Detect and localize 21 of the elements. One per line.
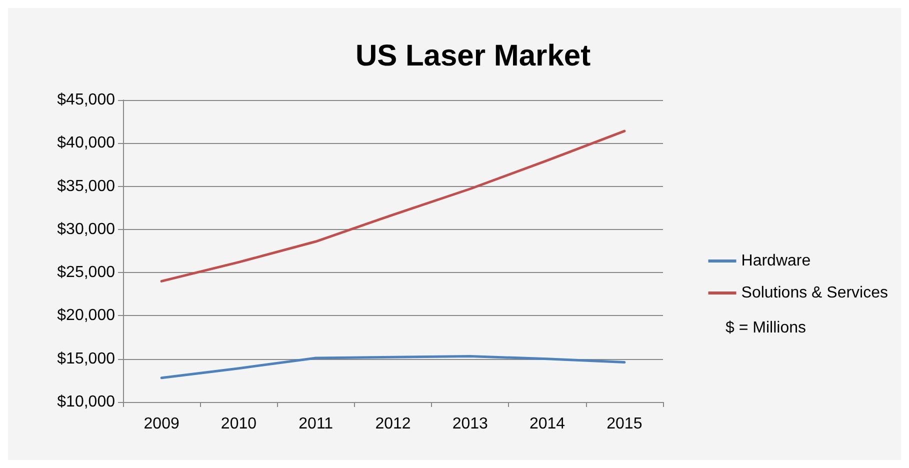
y-tick-label: $40,000 bbox=[57, 134, 116, 152]
x-tick-label: 2010 bbox=[220, 416, 257, 432]
x-tick-label: 2013 bbox=[452, 416, 488, 432]
y-tick-label: $15,000 bbox=[57, 350, 116, 368]
x-tick-label: 2009 bbox=[144, 416, 180, 432]
x-tick-label: 2012 bbox=[375, 416, 411, 432]
y-tick-label: $25,000 bbox=[57, 264, 116, 282]
x-tick-label: 2015 bbox=[606, 416, 642, 432]
legend-label: Solutions & Services bbox=[741, 284, 888, 302]
x-tick-label: 2014 bbox=[529, 416, 566, 432]
text: $ = Millions bbox=[726, 320, 806, 336]
line-series bbox=[160, 355, 626, 380]
y-tick-label: $35,000 bbox=[57, 178, 116, 195]
line-series bbox=[160, 130, 626, 282]
y-tick-label: $30,000 bbox=[57, 220, 116, 238]
x-tick-label: 2011 bbox=[298, 416, 334, 432]
y-tick-label: $20,000 bbox=[57, 307, 116, 324]
y-tick-label: $10,000 bbox=[57, 394, 116, 410]
chart-title: US Laser Market bbox=[355, 40, 591, 72]
legend-label: Hardware bbox=[741, 252, 811, 270]
y-tick-label: $45,000 bbox=[57, 92, 116, 108]
